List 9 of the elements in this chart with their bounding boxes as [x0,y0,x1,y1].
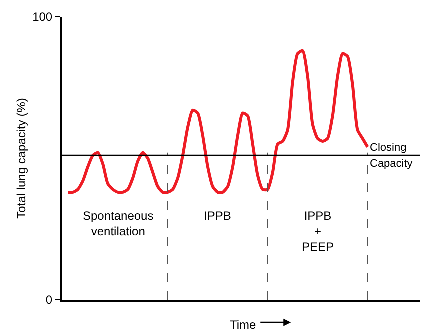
x-axis-title: Time [230,318,257,329]
annotation: Spontaneous ventilation [83,209,154,239]
y-tick-label: 100 [32,10,53,24]
y-axis-title: Total lung capacity (%) [14,98,28,219]
y-tick-label: 0 [46,293,53,308]
annotation: IPPB [204,209,232,223]
line-series [66,49,370,194]
ref-line-label: Closing Capacity [370,142,414,170]
annotation: IPPB + PEEP [302,209,334,254]
